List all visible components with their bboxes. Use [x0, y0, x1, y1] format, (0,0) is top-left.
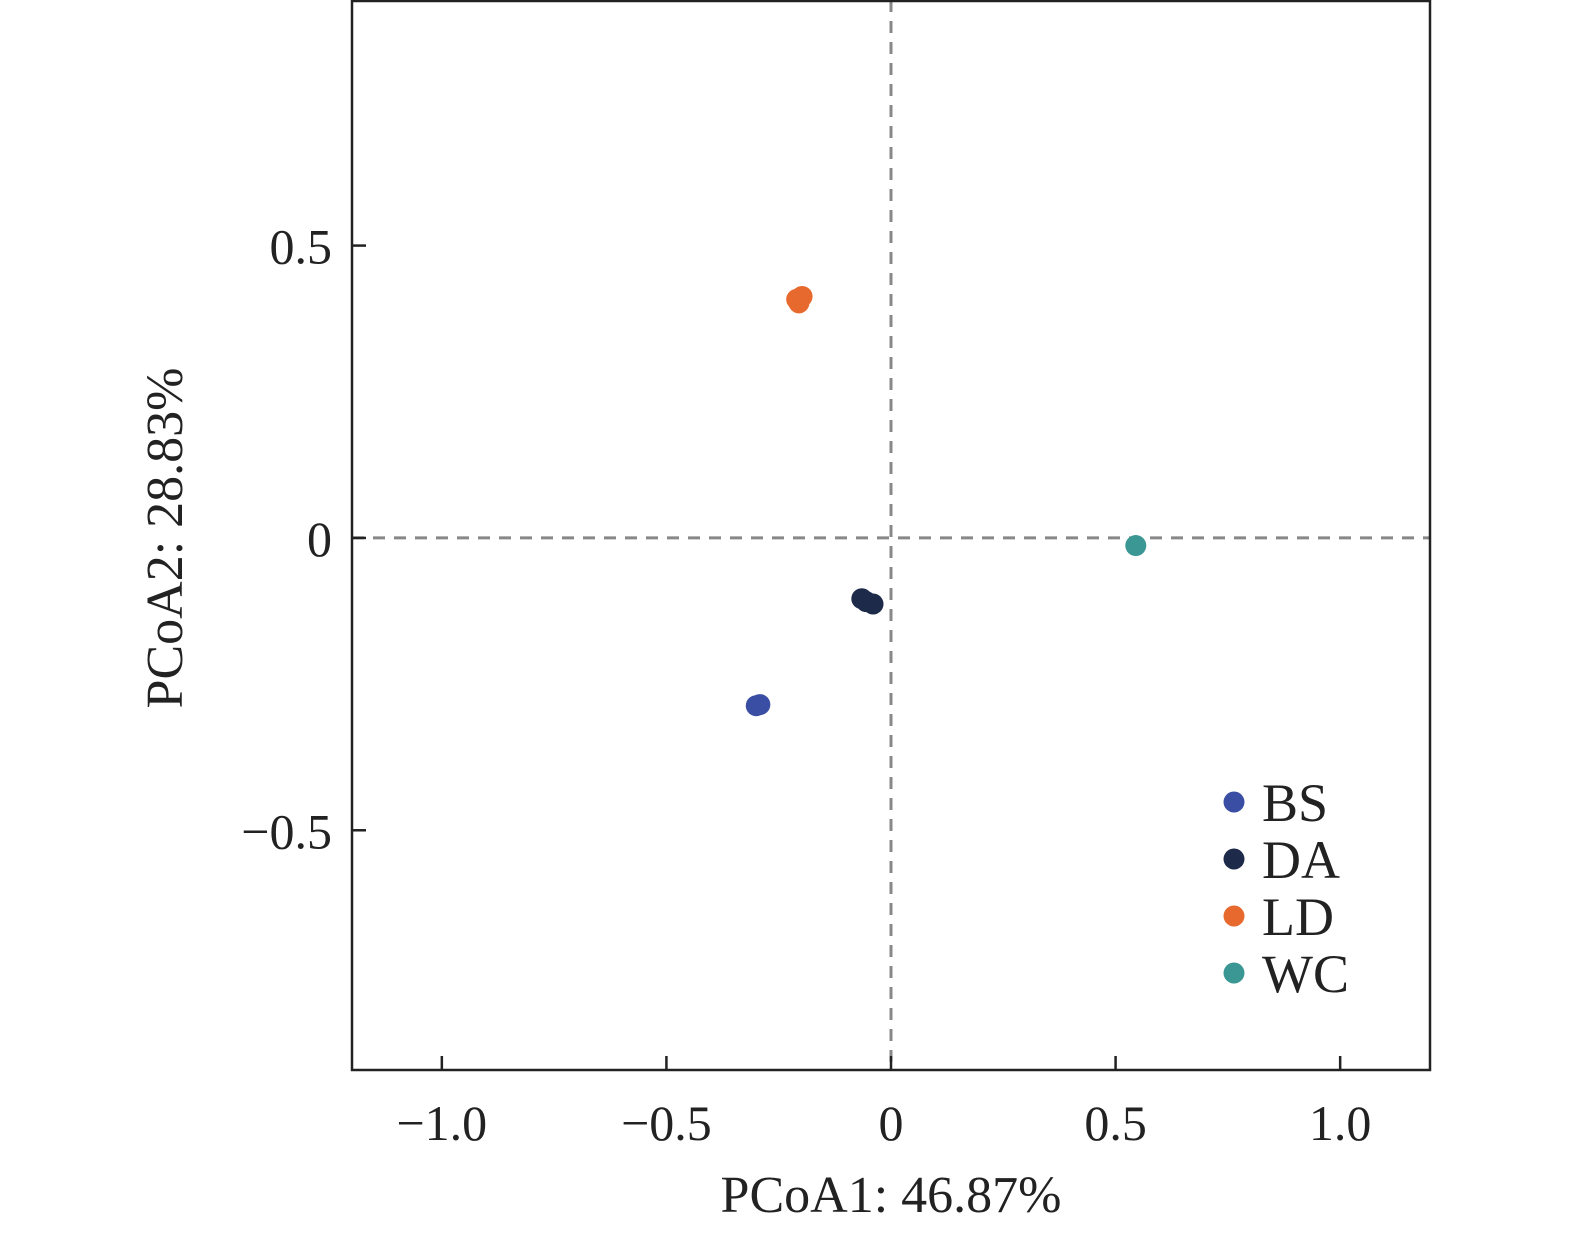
legend-marker-bs	[1223, 791, 1245, 813]
y-axis: 0.5 0 −0.5	[241, 219, 366, 859]
x-axis-title: PCoA1: 46.87%	[721, 1167, 1062, 1224]
data-point	[788, 292, 810, 314]
legend-marker-ld	[1223, 905, 1245, 927]
legend-label-ld: LD	[1262, 887, 1334, 947]
reference-lines	[352, 0, 1430, 1070]
series-wc	[1125, 535, 1147, 557]
y-tick-label: −0.5	[241, 803, 332, 859]
legend-marker-wc	[1223, 962, 1245, 984]
series-ld	[786, 285, 813, 314]
x-tick-label: −0.5	[621, 1095, 712, 1151]
data-point	[862, 593, 884, 615]
data-point	[749, 694, 771, 716]
legend-marker-da	[1223, 848, 1245, 870]
legend-label-bs: BS	[1262, 773, 1328, 833]
x-tick-label: 0.5	[1084, 1095, 1147, 1151]
y-axis-title: PCoA2: 28.83%	[137, 368, 194, 709]
legend-label-wc: WC	[1262, 944, 1349, 1004]
x-tick-label: −1.0	[396, 1095, 487, 1151]
x-axis: −1.0 −0.5 0 0.5 1.0	[396, 1056, 1371, 1151]
series-da	[851, 588, 884, 615]
y-tick-label: 0	[307, 511, 332, 567]
x-tick-label: 1.0	[1309, 1095, 1372, 1151]
legend-label-da: DA	[1262, 830, 1340, 890]
x-tick-label: 0	[879, 1095, 904, 1151]
series-bs	[745, 694, 771, 717]
y-tick-label: 0.5	[270, 219, 333, 275]
data-points	[745, 285, 1147, 717]
data-point	[1125, 535, 1147, 557]
